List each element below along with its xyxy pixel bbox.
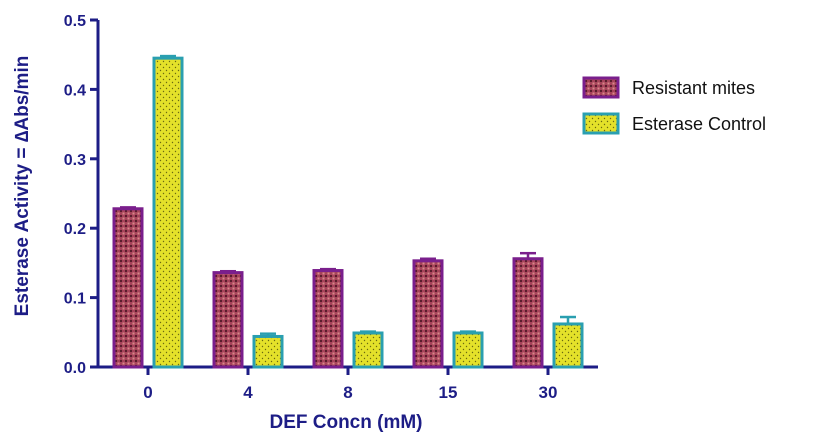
legend: Resistant mites Esterase Control: [582, 76, 766, 135]
y-tick-label: 0.0: [64, 360, 86, 377]
x-tick-label: 0: [143, 383, 152, 402]
bar: [312, 269, 344, 369]
x-axis: 0 4 8 15 30: [98, 365, 598, 402]
y-axis: 0.0 0.1 0.2 0.3 0.4 0.5: [64, 13, 100, 377]
bar: [552, 322, 584, 369]
y-axis-title: Esterase Activity = ∆Abs/min: [12, 56, 33, 317]
legend-swatch: [582, 112, 620, 135]
x-tick-label: 15: [439, 383, 458, 402]
legend-label: Resistant mites: [632, 78, 755, 98]
x-axis-title: DEF Concn (mM): [269, 412, 422, 433]
x-tick-label: 30: [539, 383, 558, 402]
legend-label: Esterase Control: [632, 114, 766, 134]
y-tick-label: 0.2: [64, 221, 86, 238]
bar: [452, 331, 484, 369]
x-tick-label: 4: [243, 383, 253, 402]
y-tick-label: 0.3: [64, 152, 86, 169]
y-tick-label: 0.1: [64, 291, 86, 308]
bar: [512, 257, 544, 369]
bar: [152, 56, 184, 369]
bars-group: [112, 54, 584, 369]
legend-swatch: [582, 76, 620, 99]
bar: [412, 259, 444, 369]
y-tick-label: 0.4: [64, 82, 86, 99]
bar: [212, 271, 244, 369]
bar: [252, 334, 284, 369]
bar: [112, 207, 144, 369]
y-tick-label: 0.5: [64, 13, 86, 30]
bar: [352, 331, 384, 369]
x-tick-label: 8: [343, 383, 352, 402]
